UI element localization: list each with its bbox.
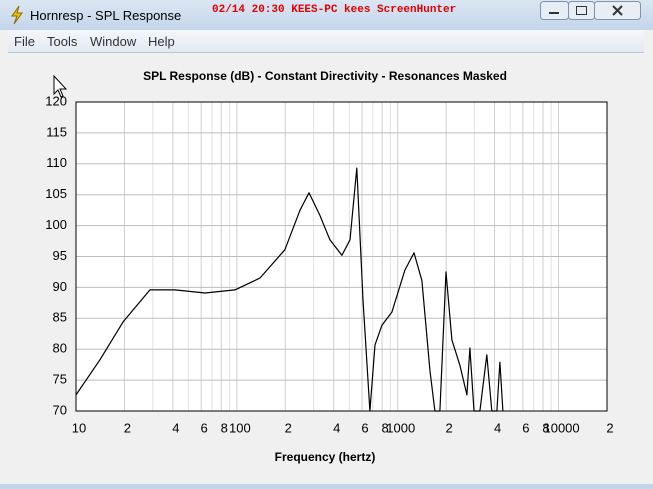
- maximize-button[interactable]: [568, 1, 595, 20]
- y-tick-label: 105: [45, 186, 67, 201]
- x-tick-label: 8: [382, 420, 389, 435]
- plot-frame: [75, 101, 608, 412]
- window-buttons: [540, 1, 641, 20]
- x-tick-label: 100: [229, 420, 251, 435]
- y-tick-label: 90: [53, 279, 67, 294]
- menu-item[interactable]: File: [14, 34, 35, 49]
- x-tick-label: 6: [201, 420, 208, 435]
- y-tick-label: 115: [46, 124, 67, 139]
- chart: SPL Response (dB) - Constant Directivity…: [45, 69, 613, 464]
- x-tick-label: 10: [72, 420, 86, 435]
- y-tick-label: 110: [46, 155, 67, 170]
- x-tick-label: 2: [606, 420, 613, 435]
- x-axis-label: Frequency (hertz): [275, 450, 376, 464]
- y-tick-label: 80: [53, 341, 67, 356]
- menu-bar: File Tools Window Help: [8, 30, 644, 53]
- x-tick-label: 6: [361, 420, 368, 435]
- title-bar: Hornresp - SPL Response 02/14 20:30 KEES…: [0, 0, 653, 30]
- overlay-text: 02/14 20:30 KEES-PC kees ScreenHunter: [212, 4, 457, 16]
- y-tick-label: 70: [53, 402, 67, 417]
- x-tick-label: 10000: [543, 420, 579, 435]
- x-tick-label: 4: [494, 420, 501, 435]
- y-tick-label: 75: [53, 372, 67, 387]
- y-tick-label: 100: [45, 217, 67, 232]
- y-tick-label: 120: [45, 93, 67, 108]
- x-tick-label: 4: [333, 420, 340, 435]
- menu-item[interactable]: Help: [148, 34, 175, 49]
- y-tick-label: 85: [53, 310, 67, 325]
- chart-title: SPL Response (dB) - Constant Directivity…: [143, 69, 507, 83]
- x-tick-label: 2: [124, 420, 131, 435]
- x-tick-label: 6: [522, 420, 529, 435]
- menu-item[interactable]: Tools: [47, 34, 78, 49]
- x-tick-label: 4: [172, 420, 179, 435]
- x-tick-label: 2: [446, 420, 453, 435]
- mouse-cursor: [53, 74, 68, 98]
- minimize-button[interactable]: [540, 1, 569, 20]
- close-glyph: [612, 5, 623, 16]
- x-tick-label: 8: [221, 420, 228, 435]
- window-border: [0, 484, 653, 489]
- app-icon: [11, 5, 23, 25]
- maximize-glyph: [576, 6, 587, 15]
- x-tick-label: 1000: [386, 420, 415, 435]
- x-tick-label: 8: [542, 420, 549, 435]
- menu-item[interactable]: Window: [90, 34, 137, 49]
- x-tick-label: 2: [285, 420, 292, 435]
- y-tick-label: 95: [53, 248, 67, 263]
- window-title: Hornresp - SPL Response: [30, 8, 182, 23]
- spl-curve: [75, 167, 504, 412]
